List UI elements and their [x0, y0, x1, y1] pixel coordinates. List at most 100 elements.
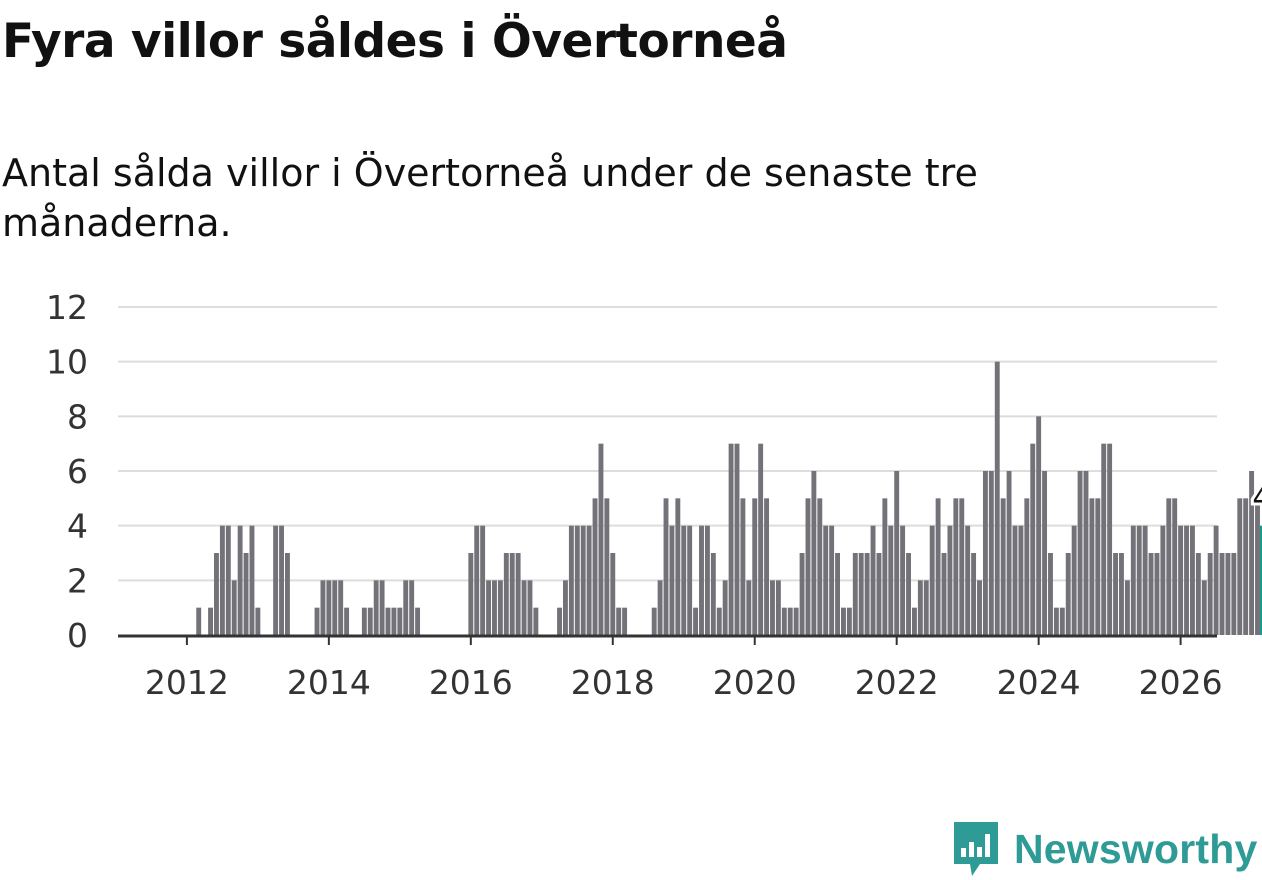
bar [344, 607, 350, 635]
bar [1154, 553, 1160, 635]
bar [888, 525, 894, 635]
bar [1048, 553, 1053, 635]
bar [982, 471, 988, 635]
bar [929, 525, 935, 635]
bar [379, 580, 385, 635]
bar [279, 525, 284, 635]
bar [1172, 498, 1178, 635]
brand-name: Newsworthy [1014, 825, 1258, 872]
bar [515, 553, 521, 635]
bar [397, 607, 403, 635]
bar [947, 525, 953, 635]
bar [1006, 471, 1012, 635]
bar [657, 580, 663, 635]
bar [1065, 553, 1071, 635]
bar [1231, 553, 1237, 635]
bar [693, 607, 699, 635]
bar [1184, 525, 1189, 635]
bar [1042, 471, 1048, 635]
bar [870, 525, 876, 635]
bar [415, 607, 421, 635]
bar [1243, 498, 1249, 635]
bar [669, 525, 675, 635]
bar [858, 553, 864, 635]
bar [361, 607, 367, 635]
bar [468, 553, 474, 635]
x-tick-label: 2020 [713, 663, 797, 702]
bar [497, 580, 503, 635]
bar [314, 607, 320, 635]
bar [1148, 553, 1154, 635]
bar [486, 580, 492, 635]
bar [988, 471, 994, 635]
bar [716, 607, 722, 635]
bar [592, 498, 598, 635]
bar [492, 580, 497, 635]
bar [1107, 443, 1113, 635]
bar [1071, 525, 1077, 635]
bar [752, 498, 758, 635]
bar [728, 443, 734, 635]
bar [1077, 471, 1083, 635]
bar [557, 607, 562, 635]
bar [799, 553, 805, 635]
bar [953, 498, 959, 635]
bar [758, 443, 764, 635]
bar [882, 498, 888, 635]
brand-logo: Newsworthy [950, 818, 1258, 880]
bar [1053, 607, 1059, 635]
bar [740, 498, 746, 635]
x-tick-label: 2012 [145, 663, 229, 702]
bar [965, 525, 971, 635]
bar-chart-badge-icon [954, 822, 998, 876]
bar [243, 553, 249, 635]
x-axis-ticks: 2012 2014 2016 2018 2020 2022 2024 2026 [145, 635, 1223, 702]
bar [332, 580, 338, 635]
bar [846, 607, 852, 635]
bar [935, 498, 941, 635]
bar [580, 525, 586, 635]
bar [196, 607, 202, 635]
bar [829, 525, 835, 635]
last-value-label: 4 [1252, 481, 1262, 516]
bar [941, 553, 947, 635]
bar [1237, 498, 1243, 635]
bar [1213, 525, 1219, 635]
bar [385, 607, 391, 635]
bar [391, 607, 397, 635]
bar [403, 580, 409, 635]
bar [1101, 443, 1107, 635]
bar [255, 607, 261, 635]
bar [1059, 607, 1065, 635]
bar [208, 607, 213, 635]
bar [977, 580, 982, 635]
bar [1201, 580, 1207, 635]
bar [1207, 553, 1213, 635]
bar [367, 607, 373, 635]
bar [214, 553, 219, 635]
y-tick-label: 4 [67, 507, 88, 546]
bar [651, 607, 657, 635]
bar [568, 525, 574, 635]
bar [704, 525, 710, 635]
bar [1259, 525, 1262, 635]
bar [746, 580, 752, 635]
bar [906, 553, 911, 635]
bar [722, 580, 728, 635]
bar [563, 580, 568, 635]
bar [533, 607, 539, 635]
bar [616, 607, 622, 635]
bar [527, 580, 533, 635]
bar [687, 525, 693, 635]
bar [894, 471, 900, 635]
bars [196, 361, 1262, 635]
bar [1219, 553, 1225, 635]
bar [1036, 416, 1042, 635]
y-tick-label: 12 [46, 288, 88, 327]
bar [1195, 553, 1201, 635]
bar [1160, 525, 1166, 635]
bar [521, 580, 527, 635]
chart-subtitle: Antal sålda villor i Övertorneå under de… [2, 151, 978, 245]
bar [1119, 553, 1124, 635]
